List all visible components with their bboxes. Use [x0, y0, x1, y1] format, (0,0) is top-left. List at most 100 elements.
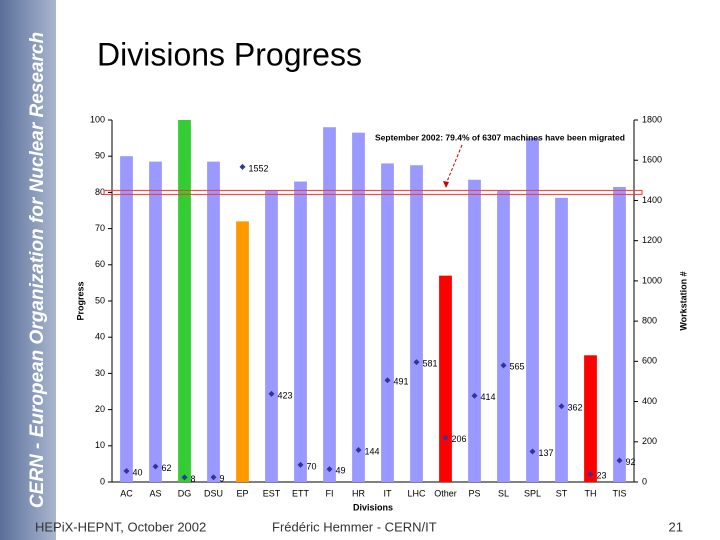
y-tick-label: 0 [100, 476, 105, 486]
bar [555, 197, 568, 482]
x-tick-label: FI [326, 488, 334, 498]
y-tick-label: 10 [95, 440, 105, 450]
bar [207, 161, 220, 482]
sidebar-text: CERN - European Organization for Nuclear… [27, 32, 48, 508]
y-tick-label: 90 [95, 151, 105, 161]
x-tick-label: HR [352, 488, 365, 498]
y2-tick-label: 800 [642, 315, 657, 325]
y-tick-label: 50 [95, 295, 105, 305]
workstation-marker [326, 466, 333, 473]
y-axis-title: Progress [75, 281, 85, 320]
arrow-head [443, 181, 449, 188]
workstation-marker [152, 463, 159, 470]
bar [497, 190, 510, 482]
data-label: 362 [568, 403, 583, 413]
workstation-marker [210, 474, 217, 481]
y2-tick-label: 0 [642, 476, 647, 486]
annotation-arrow [445, 144, 463, 185]
bar [294, 181, 307, 483]
bar [236, 221, 249, 483]
slide-title: Divisions Progress [97, 36, 362, 72]
x-tick-label: EP [236, 488, 248, 498]
bar [381, 163, 394, 482]
workstation-marker [355, 447, 362, 454]
workstation-marker [558, 403, 565, 410]
data-label: 92 [626, 457, 636, 467]
workstation-marker [500, 362, 507, 369]
data-label: 144 [365, 446, 380, 456]
workstation-marker [181, 474, 188, 481]
bar [120, 156, 133, 482]
bar [526, 138, 539, 482]
x-tick-label: AS [149, 488, 161, 498]
bar [149, 161, 162, 482]
y-tick-label: 70 [95, 223, 105, 233]
x-tick-label: DSU [204, 488, 223, 498]
data-label: 70 [307, 461, 317, 471]
workstation-marker [442, 434, 449, 441]
y2-tick-label: 1200 [642, 235, 662, 245]
x-tick-label: Other [434, 488, 457, 498]
x-tick-label: DG [178, 488, 192, 498]
data-label: 206 [452, 434, 467, 444]
data-label: 23 [597, 471, 607, 481]
data-label: 62 [162, 463, 172, 473]
annotation: September 2002: 79.4% of 6307 machines h… [375, 132, 625, 142]
x-tick-label: LHC [407, 488, 426, 498]
workstation-marker [529, 448, 536, 455]
workstation-marker [471, 392, 478, 399]
x-tick-label: PS [468, 488, 480, 498]
y-tick-label: 30 [95, 368, 105, 378]
workstation-marker [268, 390, 275, 397]
reference-line [103, 189, 643, 195]
x-tick-label: EST [263, 488, 281, 498]
bar [178, 120, 191, 482]
workstation-marker [239, 163, 246, 170]
data-label: 137 [539, 448, 554, 458]
workstation-marker [413, 359, 420, 366]
data-label: 40 [133, 467, 143, 477]
bar [265, 190, 278, 482]
page-number: 21 [669, 519, 683, 534]
y2-tick-label: 200 [642, 436, 657, 446]
workstation-marker [616, 457, 623, 464]
y2-tick-label: 1600 [642, 155, 662, 165]
bar [468, 179, 481, 483]
data-label: 9 [220, 474, 225, 484]
footer-center: Frédéric Hemmer - CERN/IT [272, 519, 437, 534]
x-tick-label: ST [556, 488, 568, 498]
y-tick-label: 100 [90, 114, 105, 124]
x-tick-label: TH [585, 488, 597, 498]
workstation-marker [123, 467, 130, 474]
data-label: 49 [336, 466, 346, 476]
data-label: 581 [423, 359, 438, 369]
y2-tick-label: 400 [642, 396, 657, 406]
data-label: 414 [481, 392, 496, 402]
data-label: 1552 [249, 163, 269, 173]
workstation-marker [384, 377, 391, 384]
bar [613, 186, 626, 482]
data-label: 423 [278, 390, 293, 400]
y2-tick-label: 1400 [642, 195, 662, 205]
bar [352, 132, 365, 483]
workstation-marker [587, 471, 594, 478]
footer-left: HEPiX-HEPNT, October 2002 [35, 519, 206, 534]
workstation-marker [297, 461, 304, 468]
y2-tick-label: 1800 [642, 114, 662, 124]
chart: 0102030405060708090100020040060080010001… [75, 114, 688, 512]
y-tick-label: 40 [95, 332, 105, 342]
y2-tick-label: 600 [642, 356, 657, 366]
bar [323, 127, 336, 483]
x-tick-label: SL [498, 488, 509, 498]
y-tick-label: 80 [95, 187, 105, 197]
data-label: 8 [191, 474, 196, 484]
y-tick-label: 60 [95, 259, 105, 269]
bar [439, 275, 452, 482]
x-tick-label: ETT [292, 488, 310, 498]
bar [584, 355, 597, 482]
sidebar [0, 0, 56, 540]
x-tick-label: SPL [524, 488, 541, 498]
data-label: 491 [394, 377, 409, 387]
bar [410, 165, 423, 482]
